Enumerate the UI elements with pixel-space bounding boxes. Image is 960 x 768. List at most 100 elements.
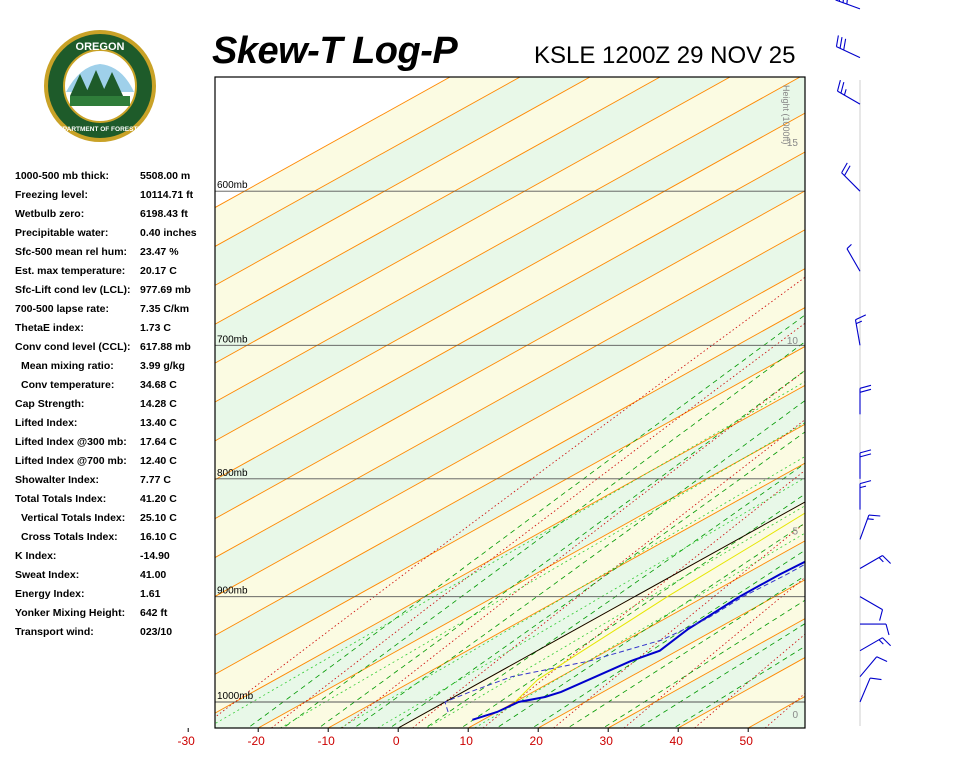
wind-barb-flag <box>855 314 867 321</box>
stat-label: 700-500 lapse rate: <box>15 303 109 315</box>
stat-row: Total Totals Index: 41.20 C <box>15 490 215 509</box>
stat-value: 0.40 inches <box>140 227 197 239</box>
height-tick-label: 5 <box>792 526 798 537</box>
wind-barb <box>859 554 892 569</box>
isotherm-line <box>215 112 805 442</box>
stat-value: 642 ft <box>140 607 168 619</box>
temperature-band <box>215 385 805 728</box>
stat-label: Energy Index: <box>15 588 85 600</box>
stat-label: Cap Strength: <box>15 398 85 410</box>
wind-barb <box>836 79 861 105</box>
height-tick-label: 10 <box>787 336 799 347</box>
x-axis-tick-label: -10 <box>318 734 336 748</box>
dry-adiabat-line <box>271 322 805 728</box>
stat-value: 3.99 g/kg <box>140 360 185 372</box>
temperature-band <box>215 113 805 480</box>
wind-barb <box>835 0 861 10</box>
stat-label: Freezing level: <box>15 189 88 201</box>
wind-barb <box>859 596 884 621</box>
isotherm-line <box>215 190 805 520</box>
height-tick-label: 15 <box>787 138 799 149</box>
isotherm-line <box>537 579 805 728</box>
isotherm-line <box>215 384 805 714</box>
stat-row: Sweat Index: 41.00 <box>15 566 215 585</box>
x-axis-tick-label: 30 <box>600 734 614 748</box>
pressure-level-label: 500mb <box>217 0 248 9</box>
isotherm-line <box>215 229 805 559</box>
sounding-indices-panel: 1000-500 mb thick: 5508.00 m Freezing leve… <box>15 167 215 642</box>
wind-barb <box>859 514 881 540</box>
stat-label: 1000-500 mb thick: <box>15 170 109 182</box>
stat-row: Sfc-500 mean rel hum: 23.47 % <box>15 243 215 262</box>
stat-label: Lifted Index @300 mb: <box>15 436 127 448</box>
wind-barb-half-flag <box>859 485 867 489</box>
stat-label: Precipitable water: <box>15 227 109 239</box>
moist-adiabat-line <box>531 549 805 728</box>
stat-label: K Index: <box>15 550 57 562</box>
mixing-ratio-line <box>339 456 805 728</box>
isotherm-line <box>257 423 805 728</box>
dry-adiabat-line <box>906 80 960 728</box>
stat-row: Mean mixing ratio: 3.99 g/kg <box>15 357 215 376</box>
stat-value: 977.69 mb <box>140 284 191 296</box>
isotherm-line <box>215 77 521 247</box>
logo-top-text: OREGON <box>76 41 125 53</box>
stat-label: Cross Totals Index: <box>21 531 118 543</box>
wind-barb-half-flag <box>855 320 863 325</box>
x-axis-tick-label: 40 <box>670 734 684 748</box>
x-axis-tick-label: 50 <box>740 734 754 748</box>
wind-barb-flag <box>843 38 847 51</box>
wind-barb-flag <box>859 453 872 458</box>
x-axis-tick-label: -30 <box>178 734 196 748</box>
isotherm-line <box>215 268 805 597</box>
wind-barb-flag <box>843 165 851 176</box>
wind-barb <box>859 384 872 415</box>
isotherm-line <box>215 151 805 481</box>
stat-value: 41.20 C <box>140 493 177 505</box>
wind-barb-half-flag <box>846 0 849 5</box>
wind-barb-flag <box>840 81 845 94</box>
stat-label: Sfc-Lift cond lev (LCL): <box>15 284 131 296</box>
stat-value: 14.28 C <box>140 398 177 410</box>
stat-value: 17.64 C <box>140 436 177 448</box>
isotherm-line <box>215 77 731 364</box>
pressure-level-label: 700mb <box>217 334 248 345</box>
wind-barb-shaft <box>846 248 861 272</box>
wind-barb-flag <box>859 480 872 485</box>
stat-value: 7.35 C/km <box>140 303 190 315</box>
oregon-forestry-logo: OREGON DEPARTMENT OF FORESTRY <box>44 30 156 142</box>
wind-barb-flag <box>882 637 892 647</box>
x-axis-tick-label: 10 <box>460 734 474 748</box>
wind-barb-shaft <box>859 677 871 703</box>
stat-value: 34.68 C <box>140 379 177 391</box>
stat-row: Energy Index: 1.61 <box>15 585 215 604</box>
stat-label: Yonker Mixing Height: <box>15 607 126 619</box>
stat-row: Freezing level: 10114.71 ft <box>15 186 215 205</box>
stat-label: Conv temperature: <box>21 379 115 391</box>
stat-label: Est. max temperature: <box>15 265 126 277</box>
stat-label: Total Totals Index: <box>15 493 107 505</box>
isotherm-line <box>215 77 451 209</box>
wind-barb-shaft <box>854 319 861 346</box>
mixing-ratio-line <box>376 477 805 728</box>
moist-adiabat-line <box>353 400 805 728</box>
stat-value: 023/10 <box>140 626 173 638</box>
wind-barb <box>859 449 872 479</box>
stat-row: Yonker Mixing Height: 642 ft <box>15 604 215 623</box>
mixing-ratio-line <box>426 505 805 728</box>
plot-frame <box>214 76 806 729</box>
stat-row: ThetaE index: 1.73 C <box>15 319 215 338</box>
wind-barb <box>841 162 861 192</box>
dry-adiabat-line <box>623 576 805 728</box>
wind-barb-flag <box>876 656 888 663</box>
wind-barb-panel <box>835 0 892 726</box>
wind-barb-flag <box>839 37 843 49</box>
stat-value: 6198.43 ft <box>140 208 188 220</box>
parcel-trace <box>514 512 805 703</box>
isotherm-line <box>215 77 591 286</box>
isotherm-line <box>327 462 805 728</box>
wind-barb-half-flag <box>878 557 884 563</box>
wind-barb-shaft <box>836 46 861 59</box>
wind-barb-flag <box>835 35 839 47</box>
wind-barb <box>854 314 867 346</box>
